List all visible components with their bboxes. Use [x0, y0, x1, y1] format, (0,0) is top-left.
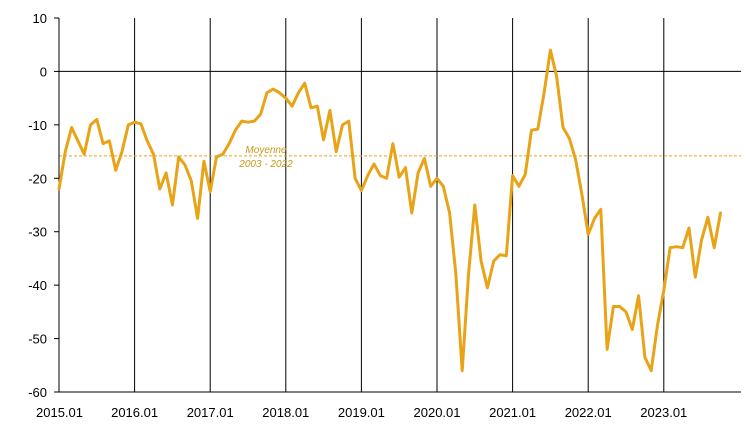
y-tick-label: -50 [28, 332, 47, 347]
x-axis-ticks: 2015.01 2016.01 2017.01 2018.01 2019.01 2020.… [36, 405, 687, 420]
x-tick-label: 2020.01 [414, 405, 461, 420]
x-tick-label: 2022.01 [565, 405, 612, 420]
x-tick-label: 2017.01 [187, 405, 234, 420]
y-tick-label: -10 [28, 118, 47, 133]
y-tick-label: -60 [28, 385, 47, 400]
y-axis-ticks: 10 0 -10 -20 -30 -40 -50 -60 [28, 11, 59, 400]
y-tick-label: -20 [28, 171, 47, 186]
x-tick-label: 2015.01 [36, 405, 83, 420]
x-tick-label: 2019.01 [338, 405, 385, 420]
average-label-line1: Moyenne [245, 145, 287, 156]
average-label-line2: 2003 - 2022 [238, 159, 293, 170]
x-tick-label: 2016.01 [111, 405, 158, 420]
x-tick-label: 2018.01 [262, 405, 309, 420]
axes [58, 18, 741, 393]
y-tick-label: -30 [28, 225, 47, 240]
y-tick-label: 10 [33, 11, 47, 26]
x-tick-label: 2021.01 [489, 405, 536, 420]
x-tick-label: 2023.01 [640, 405, 687, 420]
y-tick-label: 0 [40, 64, 47, 79]
year-gridlines [134, 18, 665, 392]
series-line [57, 48, 722, 373]
y-tick-label: -40 [28, 278, 47, 293]
